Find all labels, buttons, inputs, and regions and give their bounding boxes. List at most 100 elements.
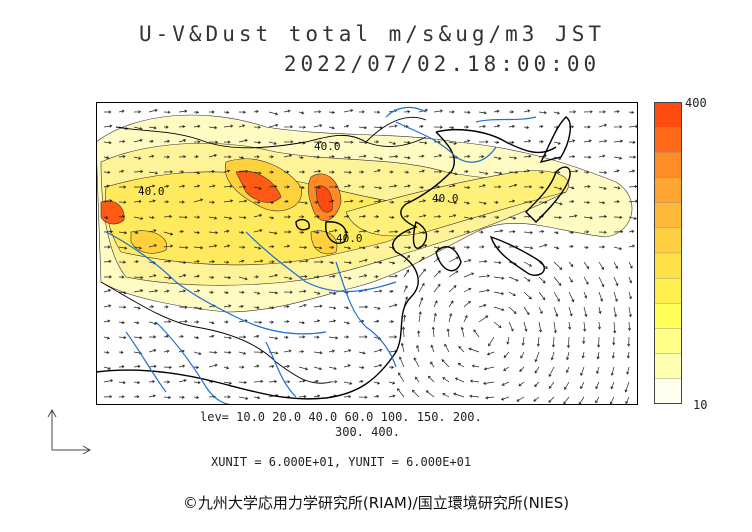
wind-arrow [208,184,216,188]
wind-arrow [598,154,606,158]
wind-arrow [613,186,621,190]
wind-arrow [268,379,278,384]
wind-arrow [463,139,471,143]
wind-arrow [483,366,495,371]
wind-arrow [463,245,470,249]
wind-arrow [463,154,471,159]
wind-arrow [178,334,184,339]
wind-arrow [427,375,435,383]
wind-arrow [373,348,383,353]
wind-arrow [223,110,230,114]
wind-arrow [403,184,411,188]
wind-arrow [373,261,383,265]
wind-arrow [238,365,245,369]
wind-vectors [103,108,638,405]
colorbar-cell [654,152,682,179]
wind-arrow [358,214,367,218]
wind-arrow [373,140,380,144]
colorbar-cell [654,303,682,330]
wind-arrow [508,156,518,160]
wind-arrow [568,261,574,268]
wind-arrow [253,171,262,175]
wind-arrow [223,216,233,220]
wind-arrow [478,245,485,249]
wind-arrow [373,110,381,114]
wind-arrow [568,244,574,249]
wind-arrow [148,394,156,398]
wind-arrow [403,110,411,114]
wind-arrow [508,199,516,203]
wind-arrow [624,381,630,393]
wind-arrow [523,125,530,130]
wind-arrow [163,349,170,353]
wind-arrow [283,230,292,234]
wind-arrow [524,200,533,204]
wind-arrow [388,289,394,294]
wind-arrow [613,276,619,287]
wind-arrow [133,380,141,385]
wind-arrow [403,140,411,144]
wind-arrow [418,169,426,173]
wind-arrow [548,381,555,389]
wind-arrow [283,170,290,174]
wind-arrow [583,184,591,189]
wind-arrow [508,183,518,188]
wind-arrow [313,291,321,295]
wind-arrow [358,395,368,399]
wind-arrow [328,306,337,310]
wind-arrow [508,110,515,114]
wind-arrow [628,276,633,284]
wind-arrow [343,349,352,353]
wind-arrow [238,396,249,400]
wind-arrow [523,109,531,113]
wind-arrow [313,215,320,219]
colorbar-max-label: 400 [685,96,707,110]
wind-arrow [508,124,516,128]
wind-arrow [133,169,144,174]
wind-arrow [626,366,630,375]
wind-arrow [628,216,638,220]
wind-arrow [253,259,264,263]
wind-arrow [418,297,424,308]
wind-arrow [163,395,172,400]
wind-arrow [536,336,540,347]
wind-arrow [610,381,615,390]
wind-arrow [208,275,215,279]
wind-arrow [523,321,528,332]
wind-arrow [597,336,601,348]
wind-arrow [533,396,540,402]
wind-arrow [268,336,279,340]
wind-arrow [358,335,368,339]
wind-arrow [148,274,157,278]
wind-arrow [433,170,442,174]
wind-arrow [268,123,279,128]
wind-arrow [388,170,394,174]
reference-vector-icon [47,408,92,455]
wind-arrow [373,289,383,293]
wind-arrow [551,336,555,348]
wind-arrow [283,349,292,353]
wind-arrow [328,170,335,174]
wind-arrow [148,305,155,309]
wind-arrow [534,381,540,388]
wind-arrow [373,229,381,233]
wind-arrow [133,231,139,235]
wind-arrow [418,154,425,158]
wind-arrow [223,229,230,233]
wind-arrow [178,170,185,174]
colorbar-min-label: 10 [693,398,708,412]
wind-arrow [268,170,274,174]
wind-arrow [373,186,383,190]
wind-arrow [448,313,453,323]
wind-arrow [598,139,608,143]
wind-arrow [442,377,450,383]
wind-arrow [298,274,308,279]
wind-arrow [625,396,630,405]
wind-arrow [328,110,336,114]
wind-arrow [458,345,465,353]
wind-arrow [433,270,441,278]
wind-arrow [328,336,339,340]
wind-arrow [358,154,367,158]
wind-arrow [163,259,172,263]
wind-arrow [208,231,219,235]
